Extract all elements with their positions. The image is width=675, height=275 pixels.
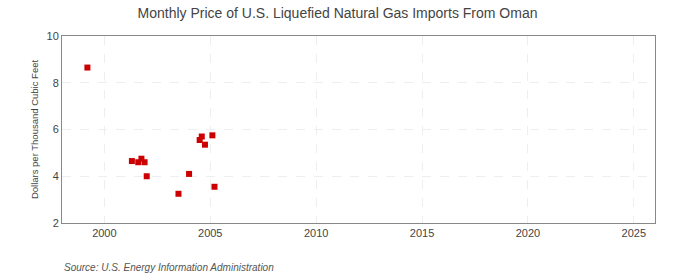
svg-text:2015: 2015 xyxy=(410,227,434,239)
svg-text:Source: U.S. Energy Informatio: Source: U.S. Energy Information Administ… xyxy=(64,262,274,273)
svg-text:2010: 2010 xyxy=(304,227,328,239)
svg-text:10: 10 xyxy=(47,30,59,42)
svg-text:2: 2 xyxy=(53,217,59,229)
svg-text:6: 6 xyxy=(53,123,59,135)
svg-text:8: 8 xyxy=(53,77,59,89)
svg-text:Dollars per Thousand Cubic Fee: Dollars per Thousand Cubic Feet xyxy=(29,60,40,200)
svg-text:2020: 2020 xyxy=(516,227,540,239)
svg-text:4: 4 xyxy=(53,170,59,182)
svg-text:2000: 2000 xyxy=(92,227,116,239)
svg-text:2025: 2025 xyxy=(622,227,646,239)
svg-text:2005: 2005 xyxy=(198,227,222,239)
svg-text:Monthly Price of U.S. Liquefie: Monthly Price of U.S. Liquefied Natural … xyxy=(138,5,538,21)
